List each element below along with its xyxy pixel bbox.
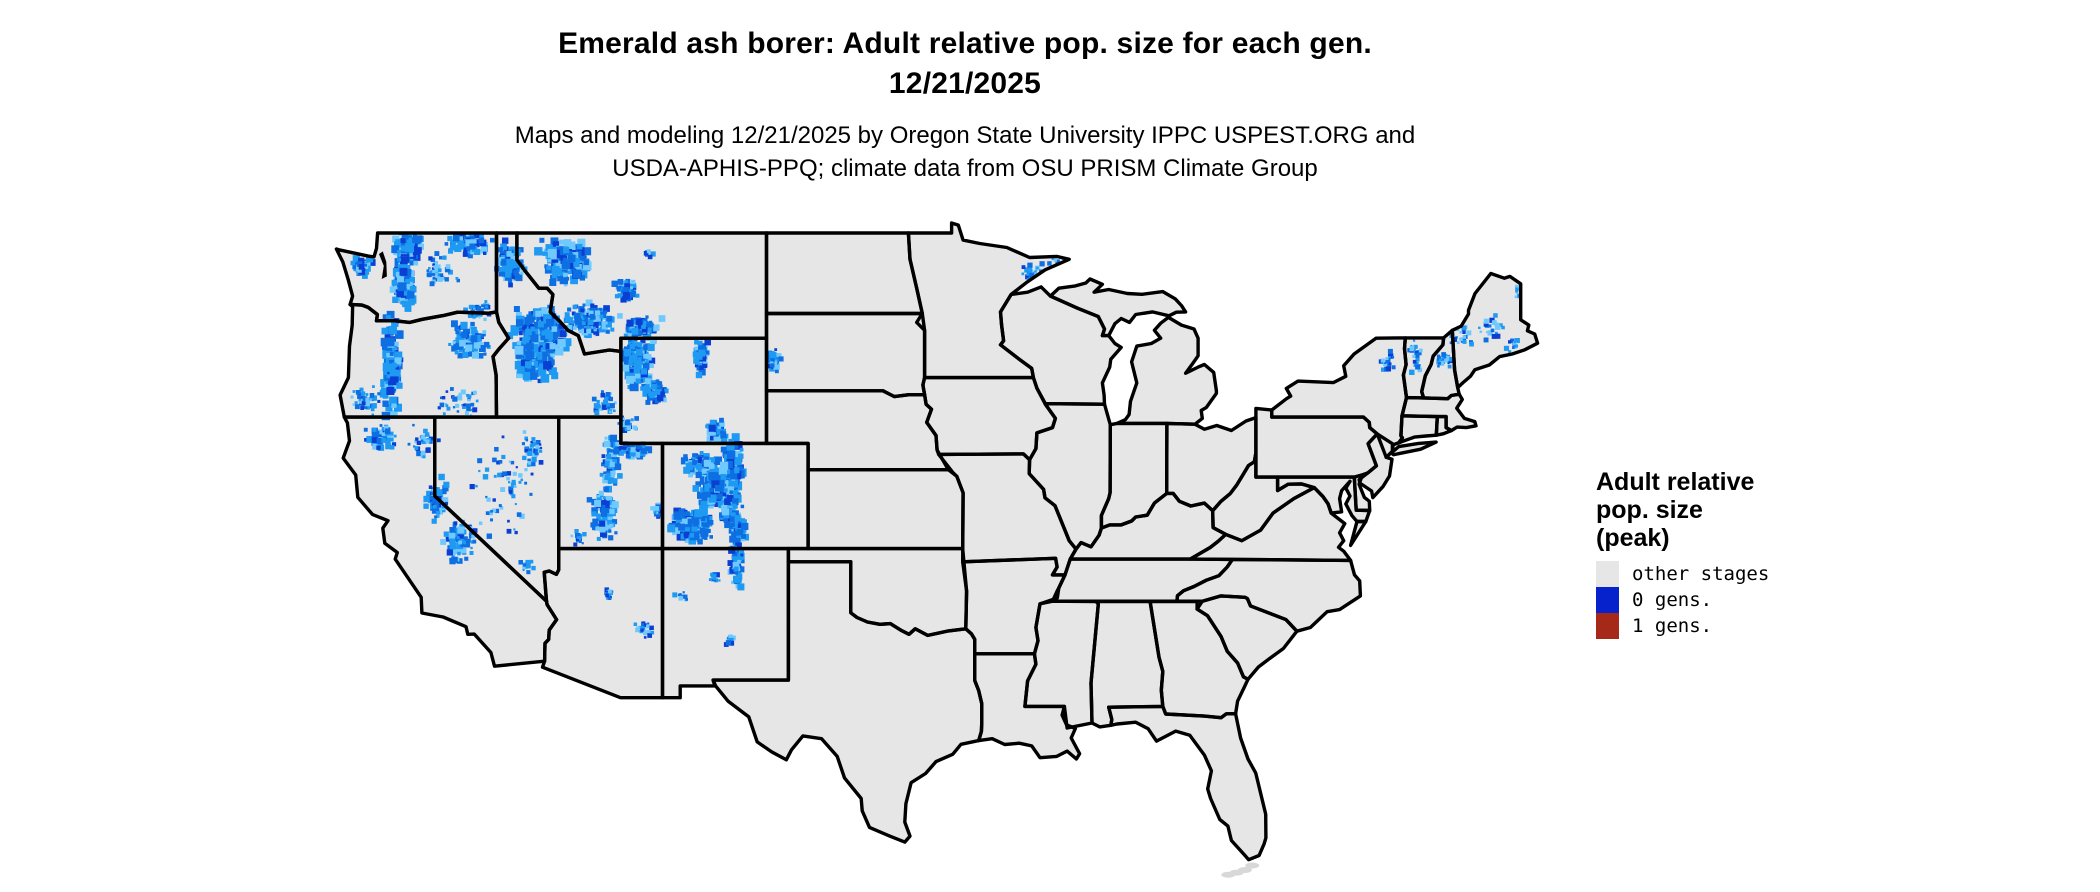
legend-item-label: 0 gens. [1632, 589, 1713, 611]
subtitle-line2: USDA-APHIS-PPQ; climate data from OSU PR… [612, 155, 1318, 182]
legend-swatch [1596, 561, 1619, 587]
legend-title-line2: pop. size [1596, 496, 1703, 524]
map-legend: Adult relative pop. size (peak) other st… [1596, 468, 1836, 639]
title-line1: Emerald ash borer: Adult relative pop. s… [558, 27, 1372, 60]
puget-sound-detail [379, 251, 387, 279]
legend-item-0: other stages [1596, 561, 1836, 587]
figure-subtitle: Maps and modeling 12/21/2025 by Oregon S… [0, 119, 1930, 185]
legend-item-1: 0 gens. [1596, 587, 1836, 613]
subtitle-line1: Maps and modeling 12/21/2025 by Oregon S… [514, 122, 1416, 149]
legend-items: other stages 0 gens. 1 gens. [1596, 561, 1836, 639]
figure-header: Emerald ash borer: Adult relative pop. s… [0, 24, 1930, 185]
state-borders [334, 221, 1540, 862]
raster-speckles [350, 229, 1525, 647]
legend-item-2: 1 gens. [1596, 613, 1836, 639]
legend-swatch [1596, 613, 1619, 639]
figure-title: Emerald ash borer: Adult relative pop. s… [0, 24, 1930, 104]
legend-swatch [1596, 587, 1619, 613]
legend-title-line1: Adult relative [1596, 468, 1755, 496]
legend-item-label: other stages [1632, 563, 1770, 585]
legend-title: Adult relative pop. size (peak) [1596, 468, 1836, 552]
legend-item-label: 1 gens. [1632, 615, 1713, 637]
title-line2: 12/21/2025 [888, 67, 1042, 100]
florida-keys [1221, 862, 1260, 878]
legend-title-line3: (peak) [1596, 524, 1670, 552]
